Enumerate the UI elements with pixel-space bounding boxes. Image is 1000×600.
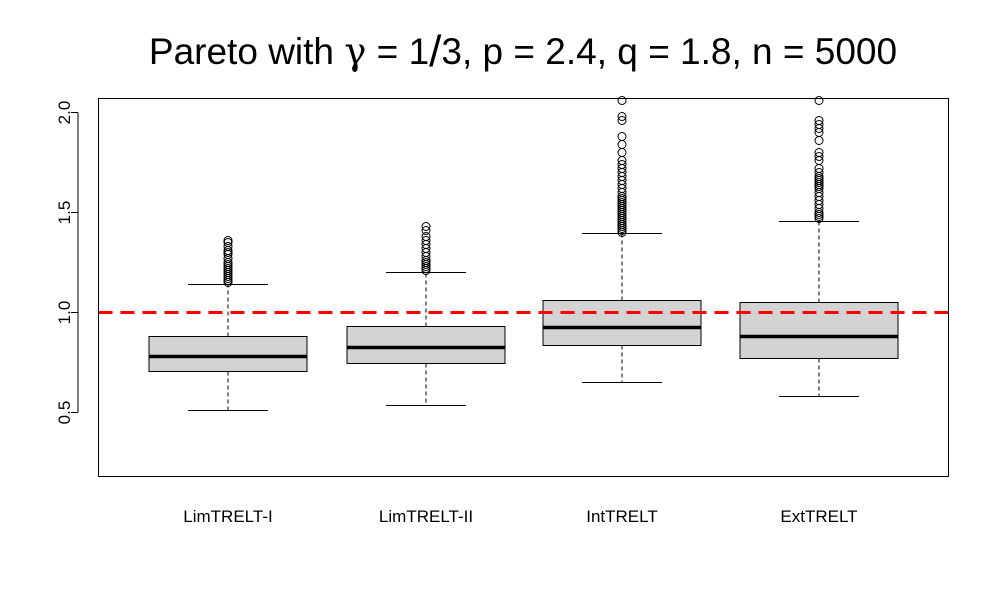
outlier-point (814, 96, 824, 105)
box-group (542, 96, 702, 383)
outlier-point (617, 116, 627, 125)
y-tick-label: 2.0 (55, 101, 74, 125)
box-iqr (739, 302, 899, 359)
outlier-point (814, 120, 824, 129)
box-iqr (148, 336, 308, 372)
outlier-point (814, 136, 824, 145)
chart-title: Pareto with γ = 1/3, p = 2.4, q = 1.8, n… (149, 27, 897, 76)
y-tick-label: 1.0 (55, 301, 74, 325)
outlier-point (421, 232, 431, 241)
box-iqr (346, 326, 506, 364)
outlier-point (421, 236, 431, 245)
box-group (346, 222, 506, 406)
plot-frame (98, 98, 949, 477)
y-axis: 0.5 1.0 1.5 2.0 (55, 101, 79, 425)
outlier-point (617, 96, 627, 105)
x-tick-label: LimTRELT-I (183, 507, 272, 526)
x-tick-label: ExtTRELT (780, 507, 857, 526)
outlier-point (814, 148, 824, 157)
box-group (739, 96, 899, 397)
outlier-point (223, 236, 233, 245)
outlier-point (421, 226, 431, 235)
x-tick-label: IntTRELT (586, 507, 657, 526)
plot-area (98, 96, 949, 411)
outlier-point (814, 116, 824, 125)
x-tick-label: LimTRELT-II (379, 507, 473, 526)
outlier-point (814, 168, 824, 177)
outlier-point (421, 222, 431, 231)
outlier-point (617, 148, 627, 157)
outlier-point (617, 132, 627, 141)
outlier-point (814, 152, 824, 161)
box-group (148, 236, 308, 411)
outlier-point (617, 112, 627, 121)
outlier-point (617, 160, 627, 169)
y-tick-label: 0.5 (55, 401, 74, 425)
outlier-point (617, 140, 627, 149)
y-tick-label: 1.5 (55, 201, 74, 225)
box-iqr (542, 300, 702, 346)
x-axis: LimTRELT-I LimTRELT-II IntTRELT ExtTRELT (183, 507, 857, 526)
outlier-point (223, 242, 233, 251)
